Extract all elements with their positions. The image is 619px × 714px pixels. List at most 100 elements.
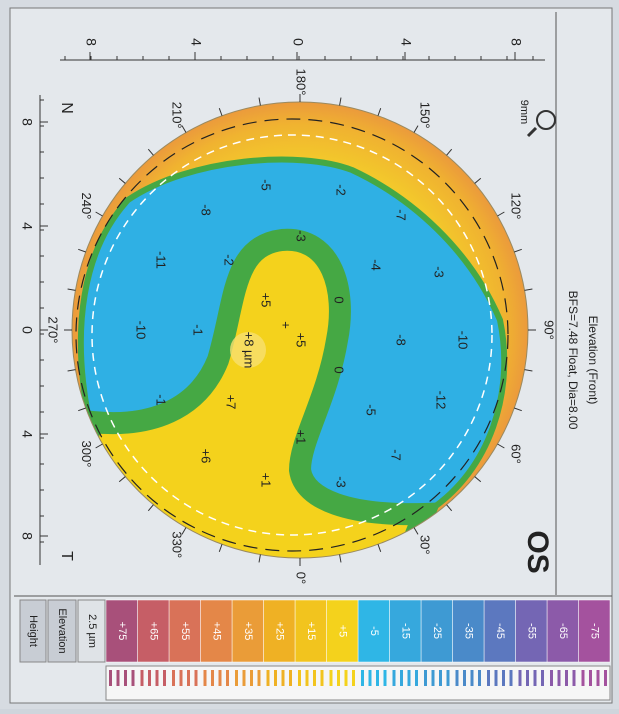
ruler-tick	[131, 670, 135, 686]
angle-tick	[118, 476, 126, 483]
ruler-tick	[298, 670, 301, 686]
step-label: 2.5 µm	[86, 614, 98, 648]
ruler-tick	[329, 670, 333, 686]
ruler-tick	[163, 670, 166, 686]
angle-tick	[497, 443, 505, 449]
mode-box	[47, 599, 77, 663]
angle-tick	[67, 288, 76, 291]
scale-cell	[578, 599, 611, 663]
map-value: -1	[154, 394, 169, 406]
map-value: -7	[394, 209, 409, 221]
map-value: 0	[332, 366, 347, 373]
ruler-tick	[455, 670, 459, 686]
map-value: -11	[154, 251, 169, 269]
map-value: +1	[294, 430, 309, 445]
ruler-tick	[116, 670, 120, 686]
ruler-tick	[407, 670, 411, 686]
map-value: +1	[259, 473, 274, 488]
angle-tick	[514, 248, 522, 253]
angle-tick	[514, 407, 522, 412]
angle-tick	[258, 97, 261, 106]
angle-tick	[474, 476, 482, 483]
angle-label: 210°	[170, 102, 185, 129]
scale-cell	[357, 599, 390, 663]
ruler-tick	[392, 670, 396, 686]
scale-label: +5	[336, 625, 348, 638]
scale-label: +45	[210, 622, 222, 641]
ruler-tick	[235, 670, 238, 686]
angle-tick	[181, 125, 187, 133]
map-value: -8	[394, 334, 409, 346]
map-value: -10	[456, 331, 471, 350]
angle-tick	[95, 211, 103, 217]
elevation-map	[72, 102, 528, 558]
angle-tick	[218, 108, 223, 116]
left-axis-label: 8	[19, 532, 35, 540]
map-value: +8 µm	[242, 332, 257, 369]
ruler-tick	[361, 670, 364, 686]
white-dashed-circle	[91, 134, 493, 536]
top-axis-label: 4	[188, 38, 204, 46]
top-axis-label: 8	[83, 38, 99, 46]
scale-cell	[231, 599, 264, 663]
ruler-tick	[274, 670, 277, 686]
ruler-tick	[439, 670, 442, 686]
map-value: -3	[334, 476, 349, 488]
ruler-tick	[352, 670, 355, 686]
angle-label: 240°	[79, 193, 94, 220]
map-value: +7	[224, 395, 239, 410]
map-value: +6	[199, 449, 214, 464]
mode-label: Elevation	[56, 608, 68, 653]
ruler-tick	[400, 670, 403, 686]
ruler-tick	[148, 670, 151, 686]
ruler-tick	[557, 670, 561, 686]
angle-tick	[339, 554, 342, 563]
ruler-tick	[179, 670, 183, 686]
ruler-tick	[604, 670, 607, 686]
scale-label: -65	[557, 623, 569, 639]
angle-tick	[218, 544, 223, 552]
left-axis-label: 4	[19, 430, 35, 438]
scale-label: +55	[179, 622, 191, 641]
angle-tick	[524, 288, 533, 291]
ruler-tick	[242, 670, 246, 686]
view-box	[19, 599, 47, 663]
ruler-tick	[424, 670, 427, 686]
ruler-tick	[478, 670, 481, 686]
angle-tick	[118, 177, 126, 184]
ruler-tick	[463, 670, 466, 686]
left-axis-label: 8	[19, 118, 35, 126]
scale-cell	[200, 599, 233, 663]
ruler-tick	[376, 670, 379, 686]
ruler-tick	[368, 670, 372, 686]
angle-tick	[147, 148, 154, 156]
angle-tick	[377, 544, 382, 552]
map-value: -1	[191, 324, 206, 336]
scale-cell	[294, 599, 327, 663]
ruler-tick	[446, 670, 450, 686]
scale-cell	[420, 599, 453, 663]
ruler-tick	[526, 670, 529, 686]
ruler-tick	[211, 670, 214, 686]
scale-label: +75	[116, 622, 128, 641]
angle-label: 90°	[542, 320, 557, 340]
scale-cell	[515, 599, 548, 663]
ruler-tick	[226, 670, 229, 686]
ruler-tick	[581, 670, 585, 686]
ruler-tick	[250, 670, 253, 686]
title: Elevation (Front)	[586, 316, 600, 405]
map-value: -2	[222, 254, 237, 266]
map-value: -5	[259, 179, 274, 191]
ruler-tick	[320, 670, 324, 686]
angle-label: 120°	[508, 193, 523, 220]
angle-tick	[78, 407, 86, 412]
ruler-tick	[172, 670, 175, 686]
angle-label: 0°	[294, 572, 309, 584]
angle-label: 30°	[418, 535, 433, 555]
scale-label: -45	[494, 623, 506, 639]
map-value: -7	[389, 449, 404, 461]
angle-tick	[446, 148, 453, 156]
ruler-tick	[337, 670, 340, 686]
ruler-tick	[565, 670, 568, 686]
